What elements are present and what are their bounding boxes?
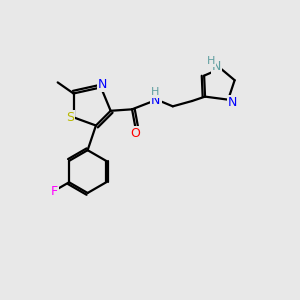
Text: N: N	[151, 94, 160, 106]
Text: S: S	[66, 111, 74, 124]
Text: N: N	[212, 61, 221, 74]
Text: H: H	[151, 87, 159, 97]
Text: N: N	[98, 78, 107, 91]
Text: F: F	[51, 185, 58, 198]
Text: H: H	[207, 56, 215, 66]
Text: N: N	[228, 95, 237, 109]
Text: O: O	[131, 128, 141, 140]
